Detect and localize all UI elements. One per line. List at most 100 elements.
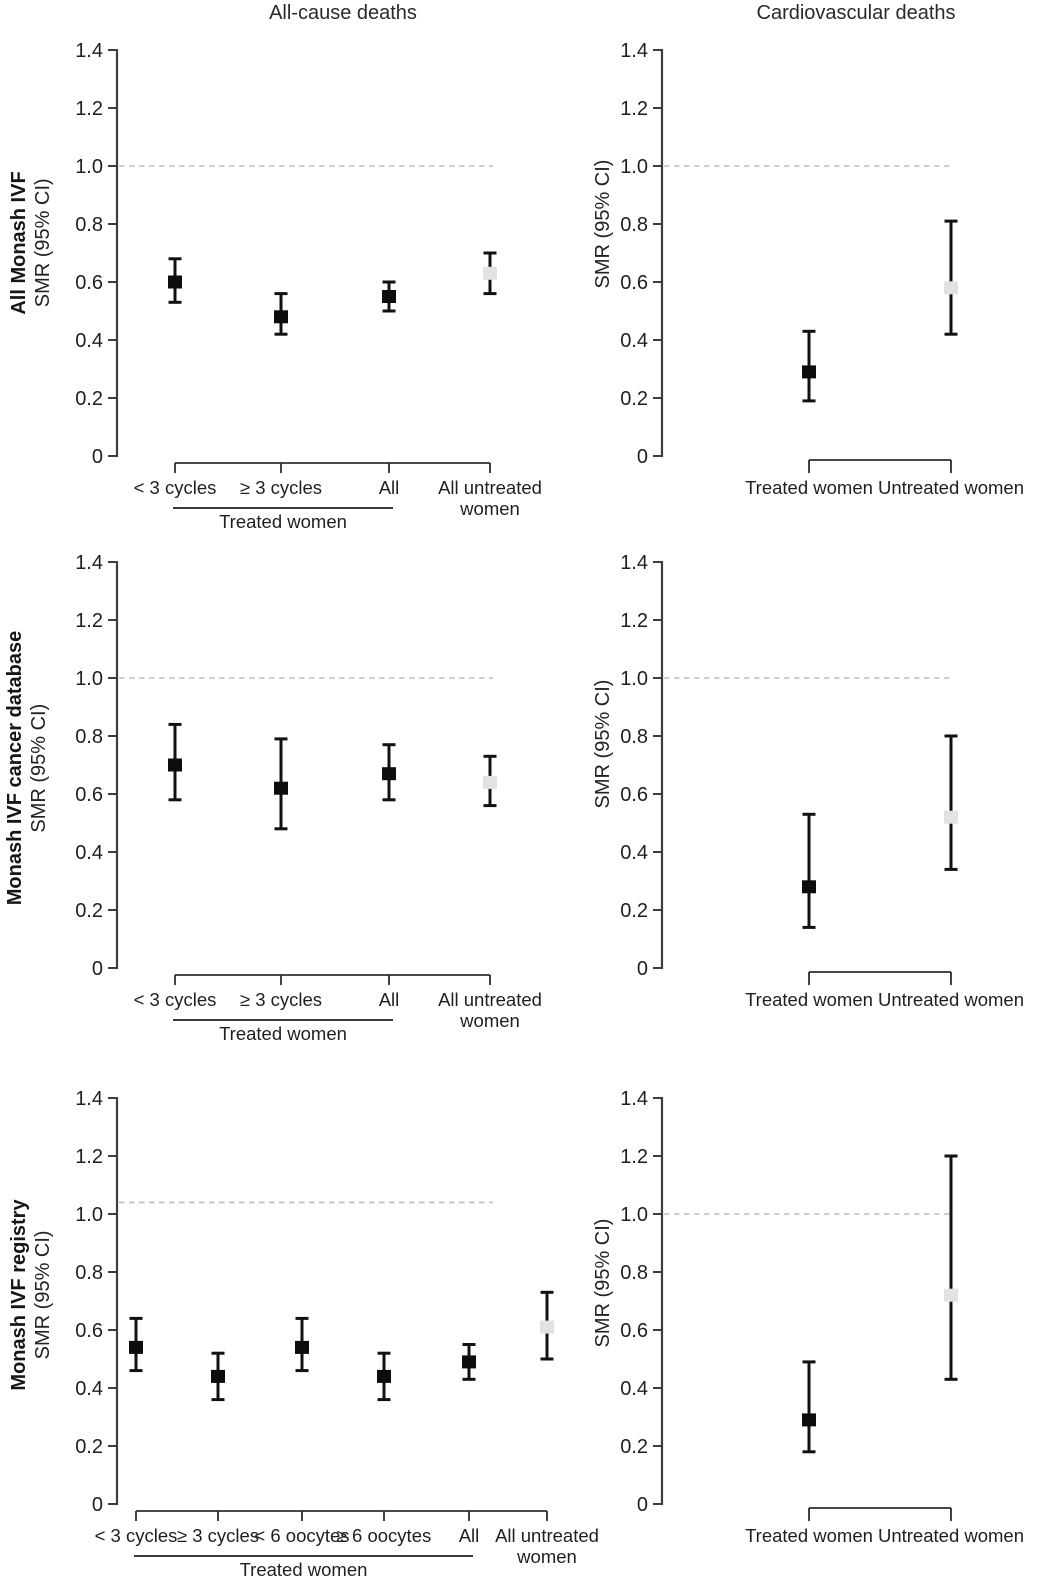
category-label: All (379, 477, 400, 498)
y-tick-label: 0.6 (75, 784, 103, 806)
category-label: Untreated women (878, 477, 1024, 498)
column-title-all-cause-deaths: All-cause deaths (269, 2, 417, 24)
category-label: ≥ 6 oocytes (337, 1525, 431, 1546)
y-tick-label: 0.4 (75, 330, 103, 352)
marker-untreated (944, 1288, 958, 1302)
y-tick-label: 1.4 (75, 40, 103, 62)
y-tick-label: 0 (92, 446, 103, 468)
marker-treated (129, 1340, 143, 1354)
category-label: Treated women (745, 989, 873, 1010)
category-label: Untreated women (878, 989, 1024, 1010)
y-tick-label: 0.2 (620, 1436, 648, 1458)
marker-treated (168, 758, 182, 772)
y-tick-label: 0.6 (620, 784, 648, 806)
y-tick-label: 1.2 (75, 1146, 103, 1168)
category-label: All (379, 989, 400, 1010)
marker-untreated (944, 281, 958, 295)
y-tick-label: 0.8 (620, 1262, 648, 1284)
marker-treated (382, 290, 396, 303)
y-tick-label: 0.4 (620, 1378, 648, 1400)
y-tick-label: 1.2 (620, 610, 648, 632)
y-tick-label: 1.4 (75, 552, 103, 574)
panel-cancer-database--all-cause: 0 0.2 0.4 0.6 0.8 1.0 1.2 1.4 < 3 cycles ≥ 3 cycl… (75, 552, 542, 1044)
y-tick-label: 1.0 (620, 668, 648, 690)
y-tick-label: 0.2 (75, 900, 103, 922)
y-tick-label: 0 (637, 958, 648, 980)
y-tick-label: 1.2 (75, 98, 103, 120)
category-label: All (459, 1525, 480, 1546)
category-label: Treated women (745, 1525, 873, 1546)
column-title-cardiovascular-deaths: Cardiovascular deaths (756, 2, 956, 24)
category-label: Untreated women (878, 1525, 1024, 1546)
y-tick-label: 0.8 (620, 726, 648, 748)
y-tick-label: 0.6 (75, 272, 103, 294)
marker-treated (274, 781, 288, 795)
marker-treated (168, 275, 182, 289)
marker-treated (295, 1340, 309, 1354)
marker-untreated (944, 810, 958, 824)
y-tick-label: 0.2 (620, 388, 648, 410)
category-label: women (516, 1546, 577, 1567)
y-tick-label: 1.0 (75, 1204, 103, 1226)
panel-all-monash-ivf--cardiovascular: 0 0.2 0.4 0.6 0.8 1.0 1.2 1.4 Treated women Untre… (620, 40, 1024, 498)
y-tick-label: 1.0 (620, 1204, 648, 1226)
marker-treated (802, 880, 816, 894)
y-tick-label: 1.4 (620, 40, 648, 62)
y-tick-label: 0 (637, 446, 648, 468)
y-tick-label: 1.4 (620, 1088, 648, 1110)
y-tick-label: 0 (92, 1494, 103, 1516)
group-label: Treated women (219, 1023, 347, 1044)
y-tick-label: 0.4 (620, 842, 648, 864)
marker-treated (802, 1413, 816, 1427)
marker-treated (274, 310, 288, 324)
y-tick-label: 0.4 (75, 1378, 103, 1400)
category-label: All untreated (438, 989, 542, 1010)
y-tick-label: 1.0 (75, 668, 103, 690)
y-tick-label: 0.8 (75, 214, 103, 236)
category-label: < 3 cycles (134, 477, 217, 498)
y-tick-label: 1.2 (620, 98, 648, 120)
category-label: Treated women (745, 477, 873, 498)
marker-treated (382, 767, 396, 781)
category-label: < 6 oocytes (254, 1525, 349, 1546)
y-tick-label: 0.2 (75, 1436, 103, 1458)
category-label: ≥ 3 cycles (240, 477, 322, 498)
y-tick-label: 0.6 (620, 1320, 648, 1342)
marker-untreated (540, 1320, 554, 1334)
y-tick-label: 1.2 (620, 1146, 648, 1168)
panel-ivf-registry--cardiovascular: 0 0.2 0.4 0.6 0.8 1.0 1.2 1.4 Treated women Untre… (620, 1088, 1024, 1546)
marker-untreated (483, 775, 497, 789)
category-label: All untreated (495, 1525, 599, 1546)
marker-treated (462, 1355, 476, 1369)
category-label: ≥ 3 cycles (240, 989, 322, 1010)
group-label: Treated women (219, 511, 347, 532)
category-label: women (459, 498, 520, 519)
y-tick-label: 0.8 (620, 214, 648, 236)
y-tick-label: 1.0 (75, 156, 103, 178)
category-label: women (459, 1010, 520, 1031)
panel-cancer-database--cardiovascular: 0 0.2 0.4 0.6 0.8 1.0 1.2 1.4 Treated women Untre… (620, 552, 1024, 1010)
y-tick-label: 0.8 (75, 1262, 103, 1284)
y-tick-label: 1.0 (620, 156, 648, 178)
category-label: ≥ 3 cycles (177, 1525, 259, 1546)
marker-treated (377, 1369, 391, 1383)
category-label: All untreated (438, 477, 542, 498)
y-tick-label: 1.2 (75, 610, 103, 632)
y-tick-label: 0.4 (75, 842, 103, 864)
category-label: < 3 cycles (134, 989, 217, 1010)
y-tick-label: 0.2 (75, 388, 103, 410)
marker-untreated (483, 266, 497, 280)
category-label: < 3 cycles (95, 1525, 178, 1546)
y-tick-label: 0.6 (620, 272, 648, 294)
y-tick-label: 0 (637, 1494, 648, 1516)
group-label: Treated women (240, 1559, 368, 1580)
panel-all-monash-ivf--all-cause: 0 0.2 0.4 0.6 0.8 1.0 1.2 1.4 < 3 cycles ≥ 3 cycl… (75, 40, 542, 532)
y-tick-label: 1.4 (75, 1088, 103, 1110)
y-tick-label: 0.4 (620, 330, 648, 352)
marker-treated (211, 1369, 225, 1383)
y-tick-label: 0.6 (75, 1320, 103, 1342)
panel-ivf-registry--all-cause: 0 0.2 0.4 0.6 0.8 1.0 1.2 1.4 < 3 cycles ≥ 3 cycl… (75, 1088, 599, 1580)
y-tick-label: 0 (92, 958, 103, 980)
